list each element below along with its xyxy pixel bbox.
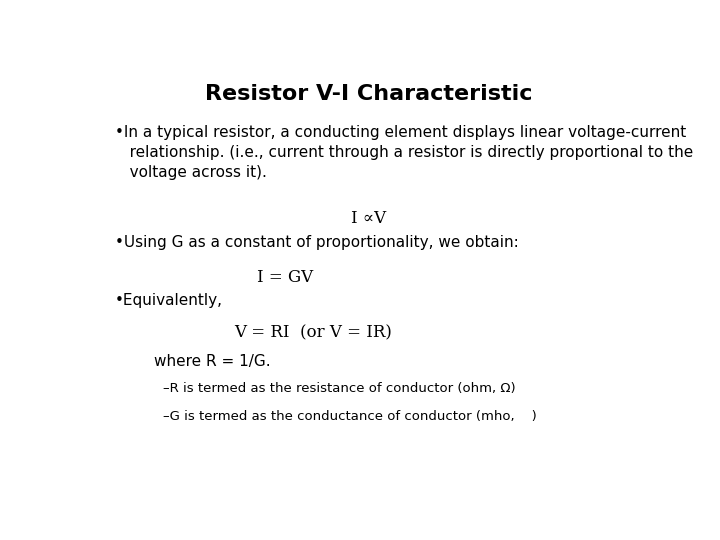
Text: V = RI  (or V = IR): V = RI (or V = IR) (234, 325, 392, 342)
Text: •In a typical resistor, a conducting element displays linear voltage-current
   : •In a typical resistor, a conducting ele… (115, 125, 693, 180)
Text: –R is termed as the resistance of conductor (ohm, Ω): –R is termed as the resistance of conduc… (163, 382, 516, 395)
Text: I = GV: I = GV (257, 268, 313, 286)
Text: where R = 1/G.: where R = 1/G. (154, 354, 271, 369)
Text: •Using G as a constant of proportionality, we obtain:: •Using G as a constant of proportionalit… (115, 235, 519, 250)
Text: –G is termed as the conductance of conductor (mho,    ): –G is termed as the conductance of condu… (163, 410, 536, 423)
Text: I ∝V: I ∝V (351, 210, 387, 227)
Text: •Equivalently,: •Equivalently, (115, 294, 223, 308)
Text: Resistor V-I Characteristic: Resistor V-I Characteristic (205, 84, 533, 104)
